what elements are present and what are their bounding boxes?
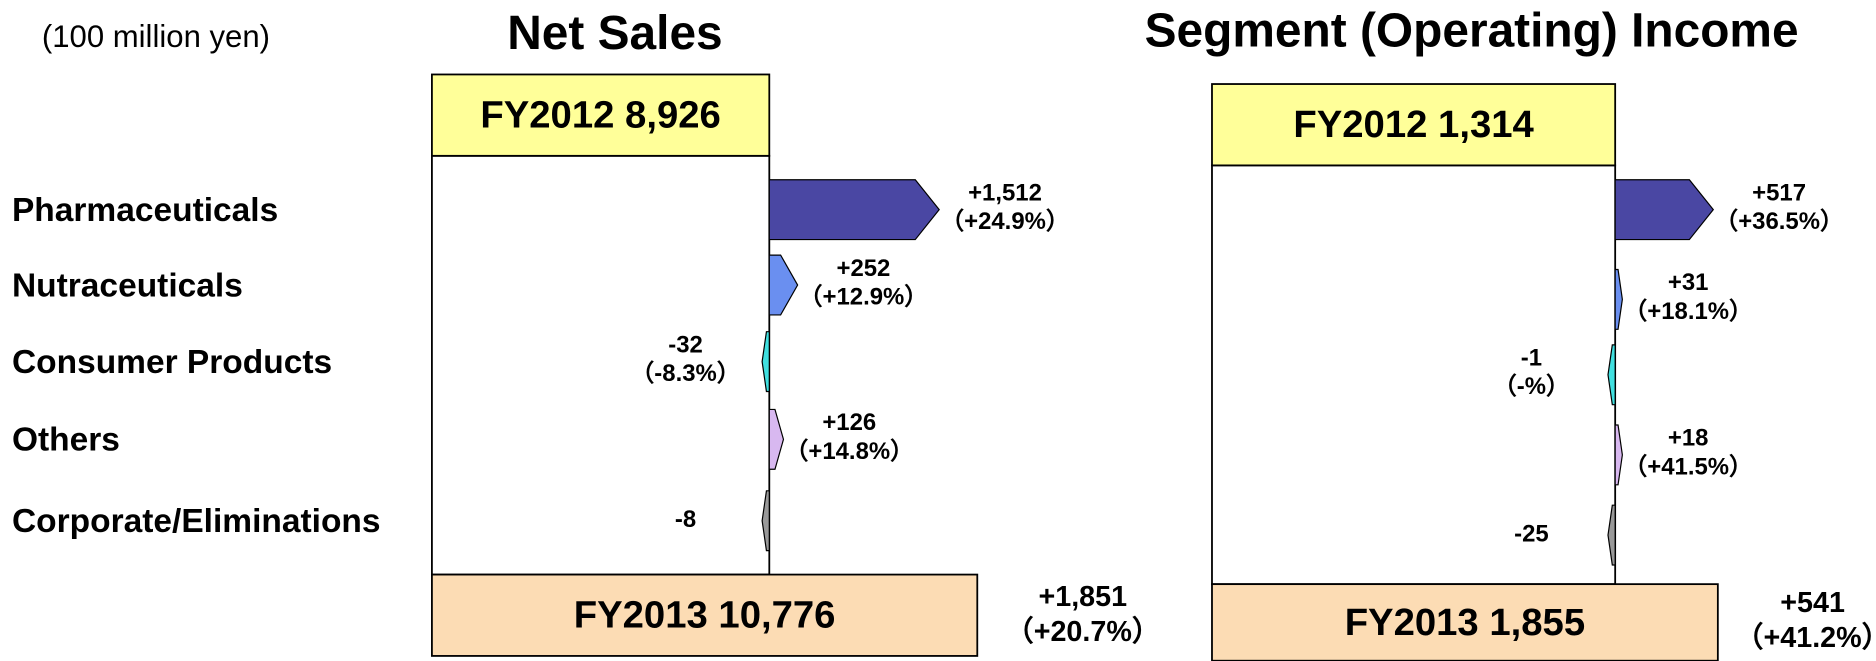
change-label: -25	[1514, 520, 1549, 547]
change-pct-label: （+24.9%）	[940, 208, 1070, 235]
total-value-label: 1,855	[1489, 601, 1585, 644]
frame	[431, 154, 771, 576]
change-label: -1	[1521, 345, 1542, 372]
change-arrow	[761, 490, 770, 552]
change-label: -8	[675, 506, 696, 533]
change-arrow	[768, 179, 940, 241]
change-label: -32	[668, 331, 703, 358]
category-label: Others	[12, 422, 120, 459]
period-label: FY2013	[1345, 601, 1479, 644]
total-change: +1,851	[1038, 581, 1127, 613]
change-arrow	[768, 254, 799, 316]
total-change-pct: （+20.7%）	[1005, 615, 1161, 648]
change-label: +18	[1668, 425, 1709, 452]
change-arrow	[1614, 424, 1623, 486]
change-label: +31	[1668, 269, 1709, 296]
category-label: Nutraceuticals	[12, 267, 243, 304]
category-label: Consumer Products	[12, 344, 332, 381]
start-box	[1211, 83, 1617, 167]
chart-title: Net Sales	[507, 7, 722, 60]
change-label: +126	[822, 409, 876, 436]
change-pct-label: （+36.5%）	[1714, 208, 1844, 235]
box-label: FY2012 8,926	[480, 94, 720, 137]
total-change-pct: （+41.2%）	[1735, 621, 1876, 654]
period-label: FY2012	[1293, 103, 1427, 146]
category-label: Pharmaceuticals	[12, 192, 278, 229]
change-pct-label: （-8.3%）	[630, 360, 740, 387]
category-label: Corporate/Eliminations	[12, 503, 381, 540]
chart-title: Segment (Operating) Income	[1145, 4, 1799, 57]
period-label: FY2013	[574, 594, 708, 637]
change-pct-label: （+18.1%）	[1623, 298, 1753, 325]
box-label: FY2012 1,314	[1293, 103, 1534, 146]
change-pct-label: （+12.9%）	[799, 284, 929, 311]
change-arrow	[1614, 268, 1623, 330]
change-arrow	[1607, 344, 1616, 406]
box-label: FY2013 1,855	[1345, 601, 1585, 644]
total-change: +541	[1780, 587, 1845, 619]
box-label: FY2013 10,776	[574, 594, 836, 637]
frame	[1211, 164, 1617, 586]
total-value-label: 10,776	[718, 594, 835, 637]
change-pct-label: （+14.8%）	[784, 438, 914, 465]
change-arrow	[768, 408, 785, 470]
end-box	[431, 573, 979, 657]
change-pct-label: （+41.5%）	[1623, 453, 1753, 480]
end-box	[1211, 583, 1719, 661]
change-arrow	[1607, 504, 1616, 566]
change-pct-label: （-%）	[1493, 373, 1570, 400]
change-label: +252	[836, 255, 890, 282]
period-label: FY2012	[480, 94, 614, 137]
change-arrow	[1614, 179, 1715, 241]
unit-note: (100 million yen)	[42, 19, 270, 54]
change-arrow	[761, 331, 770, 393]
total-value-label: 8,926	[625, 94, 721, 137]
change-label: +517	[1752, 179, 1806, 206]
total-value-label: 1,314	[1438, 103, 1534, 146]
change-label: +1,512	[968, 179, 1042, 206]
start-box	[431, 73, 771, 157]
